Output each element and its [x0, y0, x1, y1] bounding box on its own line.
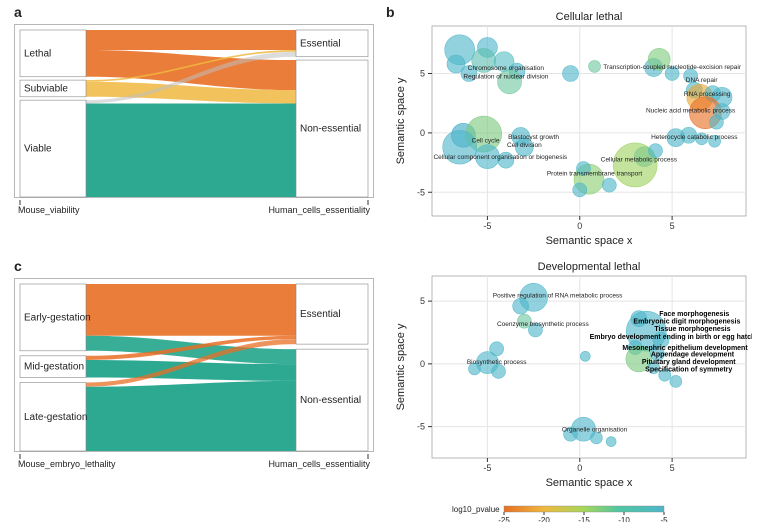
scatter-label: Cell cycle	[472, 137, 500, 144]
scatter-label: Chromosome organisation	[468, 65, 545, 72]
scatter-bubble	[670, 375, 682, 387]
scatter-label: Biosynthetic process	[467, 359, 527, 366]
sankey-right-axis: Human_cells_essentiality	[268, 459, 370, 469]
sankey-right-axis: Human_cells_essentiality	[268, 205, 370, 215]
scatter-bubble	[590, 432, 602, 444]
svg-text:-5: -5	[417, 187, 425, 197]
scatter-title: Developmental lethal	[538, 261, 641, 273]
svg-text:0: 0	[577, 221, 582, 231]
scatter-label: Coenzyme biosynthetic process	[497, 321, 590, 328]
scatter-bubble	[573, 183, 587, 197]
sankey-right-label: Essential	[300, 309, 341, 320]
scatter-label: Nucleic acid metabolic process	[646, 108, 736, 115]
legend-tick: -5	[660, 516, 668, 522]
scatter-y-title: Semantic space y	[395, 323, 407, 410]
scatter-label: Cell division	[507, 142, 542, 149]
legend-title: log10_pvalue	[452, 505, 500, 514]
svg-text:5: 5	[420, 296, 425, 306]
svg-text:-5: -5	[417, 422, 425, 432]
svg-text:5: 5	[670, 463, 675, 473]
sankey-left-axis: Mouse_viability	[18, 205, 80, 215]
scatter-label: Embryo development ending in birth or eg…	[590, 334, 752, 341]
sankey-left-label: Lethal	[24, 48, 51, 59]
svg-text:0: 0	[420, 128, 425, 138]
figure-root: { "panel_labels": { "a": "a", "b": "b", …	[0, 0, 759, 525]
scatter-label: Tissue morphogenesis	[654, 326, 730, 333]
scatter-label: Heterocycle catabolic process	[651, 134, 738, 141]
svg-text:5: 5	[670, 221, 675, 231]
scatter-label: Cellular metabolic process	[601, 156, 678, 163]
legend-tick: -25	[498, 516, 510, 522]
scatter-bubble	[580, 351, 590, 361]
scatter-label: Specification of symmetry	[645, 366, 732, 373]
scatter-label: Regulation of nuclear division	[463, 73, 548, 80]
scatter-bubble	[589, 60, 601, 72]
scatter-bubble	[606, 437, 616, 447]
sankey-left-label: Early-gestation	[24, 312, 91, 323]
sankey-left-label: Subviable	[24, 83, 68, 94]
scatter-bubble	[491, 364, 505, 378]
scatter-bubble	[709, 115, 723, 129]
scatter-label: Pituitary gland development	[642, 359, 736, 366]
sankey-left-label: Mid-gestation	[24, 362, 84, 373]
sankey-panel-a: Mouse_viability Human_cells_essentiality L…	[14, 24, 374, 219]
scatter-bubble	[602, 178, 616, 192]
scatter-label: DNA repair	[686, 77, 719, 84]
sankey-flow	[86, 381, 296, 451]
sankey-left-label: Viable	[24, 144, 52, 155]
panel-label-c: c	[14, 258, 22, 274]
sankey-flow	[86, 30, 296, 50]
sankey-left-axis: Mouse_embryo_lethality	[18, 459, 116, 469]
sankey-flow	[86, 103, 296, 197]
scatter-label: RNA processing	[684, 91, 731, 98]
legend-tick: -20	[538, 516, 550, 522]
svg-text:-5: -5	[483, 463, 491, 473]
scatter-x-title: Semantic space x	[546, 477, 633, 489]
legend-tick: -15	[578, 516, 590, 522]
sankey-right-label: Non-essential	[300, 395, 361, 406]
svg-text:0: 0	[577, 463, 582, 473]
scatter-label: Protein transmembrane transport	[547, 171, 643, 178]
scatter-label: Cellular component organisation or bioge…	[433, 154, 567, 161]
color-legend: log10_pvalue -25 -20 -15 -10 -5	[452, 498, 692, 522]
scatter-label: Face morphogenesis	[659, 311, 729, 318]
legend-tick: -10	[618, 516, 630, 522]
panel-label-a: a	[14, 4, 22, 20]
scatter-label: Transcription-coupled nucleotide-excisio…	[603, 64, 742, 71]
sankey-left-label: Late-gestation	[24, 412, 87, 423]
sankey-right-label: Non-essential	[300, 124, 361, 135]
scatter-panel-b: -5 0 5 -5 0 5 Cellular lethal Semantic space x S…	[392, 8, 752, 248]
scatter-x-title: Semantic space x	[546, 235, 633, 247]
scatter-label: Appendage development	[651, 351, 735, 358]
scatter-label: Positive regulation of RNA metabolic pro…	[493, 292, 623, 299]
legend-bar	[504, 506, 664, 512]
scatter-title: Cellular lethal	[556, 11, 623, 23]
svg-text:-5: -5	[483, 221, 491, 231]
scatter-panel-d: -5 0 5 -5 0 5 Developmental lethal Semantic spa…	[392, 258, 752, 490]
sankey-right-label: Essential	[300, 38, 341, 49]
svg-text:5: 5	[420, 69, 425, 79]
scatter-bubble	[563, 66, 579, 82]
scatter-label: Embryonic digit morphogenesis	[633, 319, 740, 326]
svg-text:0: 0	[420, 359, 425, 369]
sankey-flow	[86, 284, 296, 336]
sankey-panel-c: Mouse_embryo_lethality Human_cells_essent…	[14, 278, 374, 473]
scatter-bubble	[513, 298, 529, 314]
scatter-label: Blastocyst growth	[508, 134, 559, 141]
scatter-y-title: Semantic space y	[395, 77, 407, 164]
scatter-label: Organelle organisation	[562, 427, 628, 434]
